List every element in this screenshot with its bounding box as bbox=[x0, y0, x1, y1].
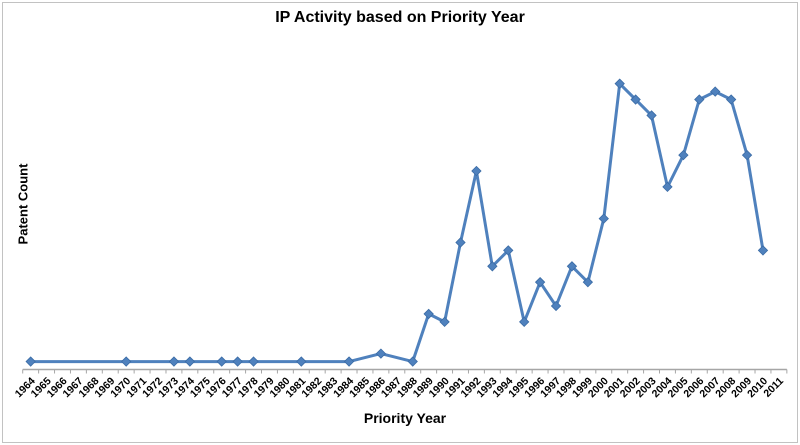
data-point-marker bbox=[534, 276, 546, 288]
data-point-marker bbox=[678, 149, 689, 161]
data-point-marker bbox=[662, 181, 673, 193]
data-point-marker bbox=[423, 308, 434, 320]
data-point-marker bbox=[503, 245, 514, 256]
data-point-marker bbox=[646, 110, 657, 121]
data-point-marker bbox=[630, 94, 641, 105]
data-point-marker bbox=[248, 356, 259, 367]
data-point-marker bbox=[184, 356, 196, 367]
data-point-marker bbox=[375, 348, 387, 359]
data-point-marker bbox=[614, 78, 625, 89]
data-point-marker bbox=[694, 94, 705, 105]
data-point-marker bbox=[407, 356, 418, 367]
series-line bbox=[29, 82, 765, 364]
data-point-marker bbox=[550, 300, 562, 312]
data-point-marker bbox=[455, 237, 466, 248]
data-point-marker bbox=[757, 245, 769, 256]
data-point-marker bbox=[741, 149, 753, 161]
data-point-marker bbox=[216, 356, 227, 367]
data-point-marker bbox=[168, 356, 180, 367]
x-axis-title: Priority Year bbox=[363, 410, 447, 426]
data-point-marker bbox=[343, 356, 355, 367]
data-point-marker bbox=[566, 261, 578, 272]
data-point-marker bbox=[582, 276, 594, 288]
chart-title: IP Activity based on Priority Year bbox=[275, 9, 525, 26]
data-point-marker bbox=[232, 356, 243, 367]
data-point-marker bbox=[121, 356, 132, 367]
data-point-marker bbox=[710, 86, 721, 97]
data-point-marker bbox=[725, 94, 737, 105]
data-point-marker bbox=[439, 316, 450, 328]
data-point-marker bbox=[519, 316, 530, 328]
data-point-marker bbox=[487, 261, 498, 272]
data-point-marker bbox=[296, 356, 307, 367]
data-point-marker bbox=[598, 213, 609, 224]
data-point-marker bbox=[25, 356, 36, 367]
data-point-marker bbox=[471, 165, 482, 177]
